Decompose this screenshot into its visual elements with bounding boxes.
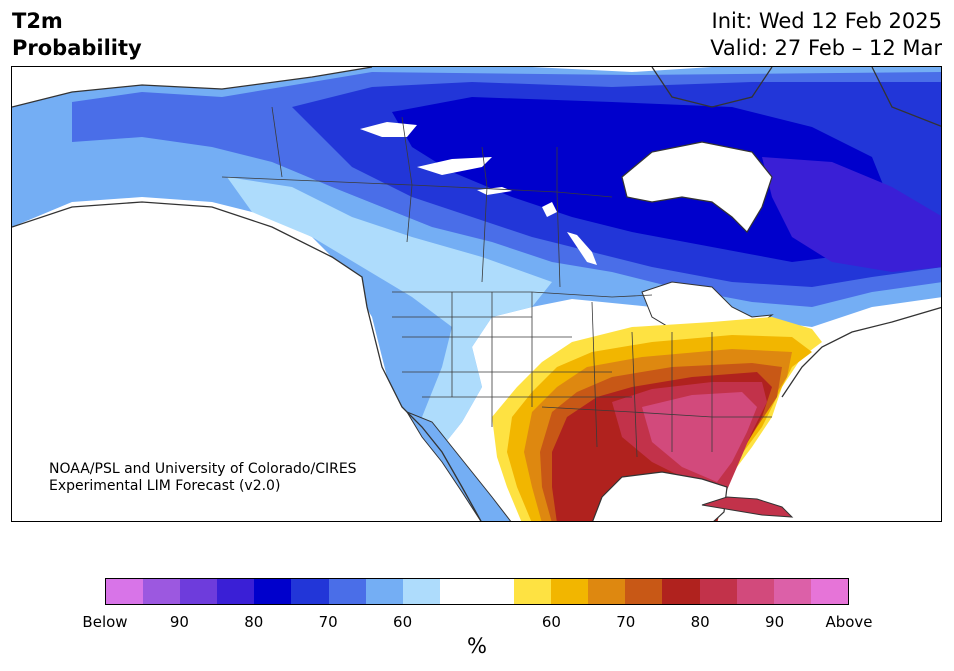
colorbar-segment [254, 579, 292, 604]
atlantic-ocean [732, 307, 941, 521]
colorbar [105, 578, 849, 605]
valid-period: Valid: 27 Feb – 12 Mar [710, 36, 942, 60]
forecast-dates: Init: Wed 12 Feb 2025 Valid: 27 Feb – 12… [710, 8, 942, 62]
colorbar-segment [217, 579, 255, 604]
colorbar-segment [810, 579, 848, 604]
colorbar-tick-label: 80 [244, 613, 264, 631]
init-date: Init: Wed 12 Feb 2025 [711, 9, 942, 33]
hudson-bay [621, 141, 773, 233]
colorbar-segment [551, 579, 589, 604]
lake-winnipeg [567, 232, 597, 265]
mexico [405, 410, 512, 521]
colorbar-segment [180, 579, 218, 604]
colorbar-segment [588, 579, 626, 604]
colorbar-segment [773, 579, 811, 604]
colorbar-tick-label: 70 [318, 613, 338, 631]
colorbar-segment [291, 579, 329, 604]
credit-line-product: Experimental LIM Forecast (v2.0) [49, 478, 281, 494]
colorbar-segment [365, 579, 403, 604]
colorbar-segment [625, 579, 663, 604]
colorbar-segment [106, 579, 144, 604]
region-below-55 [227, 177, 552, 447]
colorbar-segment [402, 579, 440, 604]
great-slave-lake [417, 157, 492, 175]
cuba [701, 496, 794, 518]
colorbar-segment [328, 579, 366, 604]
colorbar-tick-label: 60 [393, 613, 413, 631]
title-line-type: Probability [12, 36, 142, 60]
colorbar-tick-label: Above [825, 613, 873, 631]
colorbar-segment [143, 579, 181, 604]
colorbar-segment [699, 579, 737, 604]
colorbar-segment [439, 579, 477, 604]
map-title: T2m Probability [12, 8, 142, 62]
reindeer-lake [542, 202, 557, 217]
political-boundaries [221, 106, 772, 458]
great-bear-lake [360, 122, 417, 137]
region-below-85 [762, 157, 941, 272]
lake-athabasca [477, 187, 512, 195]
colorbar-segment [476, 579, 515, 604]
colorbar-tick-label: Below [82, 613, 128, 631]
colorbar-tick-label: 90 [169, 613, 189, 631]
pacific-ocean [12, 202, 481, 521]
title-line-variable: T2m [12, 9, 63, 33]
credit-line-institution: NOAA/PSL and University of Colorado/CIRE… [49, 461, 357, 477]
probability-map [11, 66, 942, 522]
colorbar-segment [662, 579, 700, 604]
map-canvas [12, 67, 941, 521]
colorbar-segment [514, 579, 552, 604]
colorbar-tick-label: 70 [616, 613, 636, 631]
colorbar-segment [736, 579, 774, 604]
colorbar-unit: % [467, 634, 487, 658]
coastlines [12, 67, 941, 521]
credit-text: NOAA/PSL and University of Colorado/CIRE… [49, 461, 357, 495]
colorbar-tick-label: 60 [541, 613, 561, 631]
colorbar-tick-label: 80 [690, 613, 710, 631]
gulf-of-mexico [592, 471, 728, 521]
colorbar-tick-label: 90 [765, 613, 785, 631]
